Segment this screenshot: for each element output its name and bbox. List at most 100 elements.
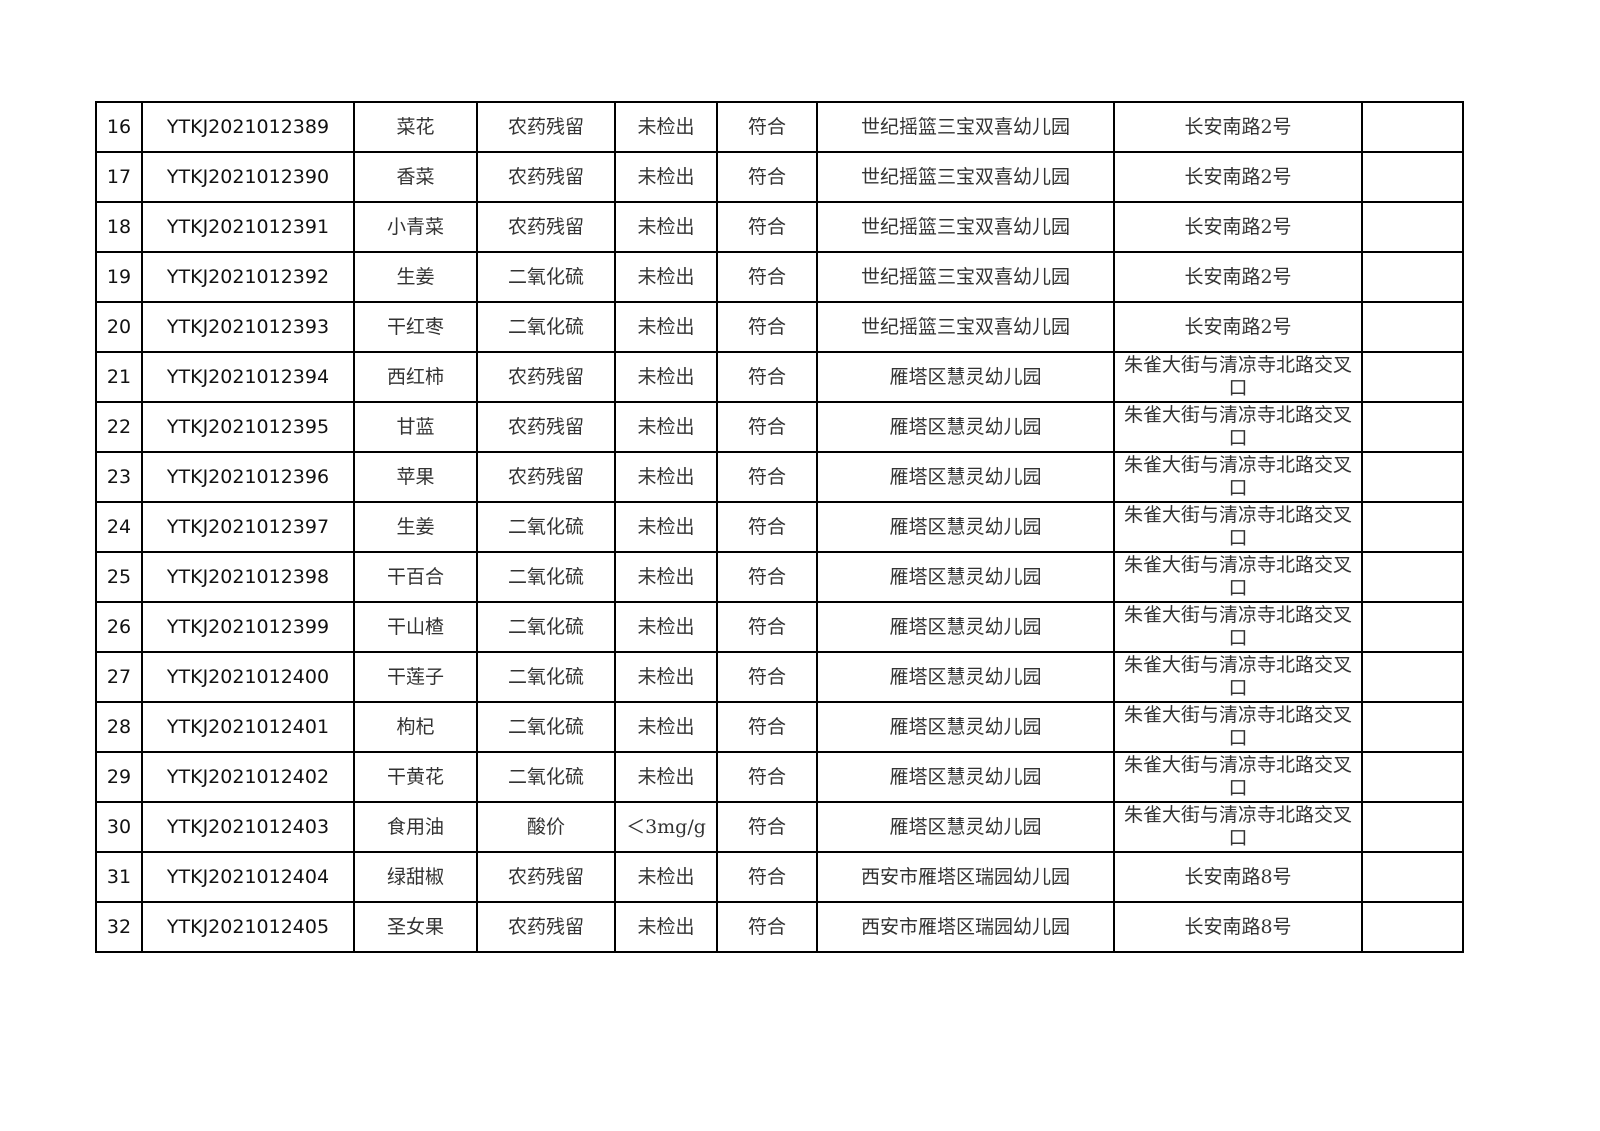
remarks-cell (1361, 751, 1464, 803)
test-result-cell: 未检出 (614, 451, 718, 503)
table-row: 32 YTKJ2021012405 圣女果 农药残留 未检出 符合 西安市雁塔区瑞园幼儿园长… (95, 901, 1464, 953)
sample-code-cell: YTKJ2021012390 (141, 151, 355, 203)
sample-name-cell: 干莲子 (353, 651, 478, 703)
remarks-cell (1361, 151, 1464, 203)
sample-code-cell: YTKJ2021012397 (141, 501, 355, 553)
unit-address-cell: 朱雀大街与清凉寺北路交叉口 (1113, 651, 1363, 703)
unit-address-cell: 朱雀大街与清凉寺北路交叉口 (1113, 751, 1363, 803)
unit-address-cell: 长安南路8号 (1113, 851, 1363, 903)
sample-name-cell: 干百合 (353, 551, 478, 603)
unit-address-cell: 长安南路2号 (1113, 201, 1363, 253)
sample-name-cell: 圣女果 (353, 901, 478, 953)
row-number-cell: 21 (95, 351, 143, 403)
unit-name-cell: 雁塔区慧灵幼儿园 (816, 651, 1115, 703)
unit-name-cell: 雁塔区慧灵幼儿园 (816, 451, 1115, 503)
test-item-cell: 二氧化硫 (476, 601, 616, 653)
unit-address-cell: 长安南路2号 (1113, 251, 1363, 303)
test-item-cell: 二氧化硫 (476, 251, 616, 303)
conclusion-cell: 符合 (716, 101, 818, 153)
row-number-cell: 32 (95, 901, 143, 953)
inspection-results-table: 16 YTKJ2021012389 菜花 农药残留 未检出 符合 世纪摇篮三宝双喜幼儿园 长安… (95, 101, 1464, 953)
row-number-cell: 20 (95, 301, 143, 353)
sample-name-cell: 苹果 (353, 451, 478, 503)
sample-code-cell: YTKJ2021012404 (141, 851, 355, 903)
remarks-cell (1361, 351, 1464, 403)
test-item-cell: 二氧化硫 (476, 301, 616, 353)
test-item-cell: 农药残留 (476, 401, 616, 453)
sample-name-cell: 生姜 (353, 251, 478, 303)
unit-address-cell: 朱雀大街与清凉寺北路交叉口 (1113, 501, 1363, 553)
remarks-cell (1361, 301, 1464, 353)
test-result-cell: 未检出 (614, 851, 718, 903)
remarks-cell (1361, 101, 1464, 153)
remarks-cell (1361, 401, 1464, 453)
table-row: 18 YTKJ2021012391 小青菜 农药残留 未检出 符合 世纪摇篮三宝双喜幼儿园长… (95, 201, 1464, 253)
test-item-cell: 二氧化硫 (476, 501, 616, 553)
table-row: 27 YTKJ2021012400 干莲子 二氧化硫 未检出 符合 雁塔区慧灵幼儿园 朱雀大街… (95, 651, 1464, 703)
sample-code-cell: YTKJ2021012405 (141, 901, 355, 953)
sample-code-cell: YTKJ2021012403 (141, 801, 355, 853)
conclusion-cell: 符合 (716, 601, 818, 653)
unit-name-cell: 雁塔区慧灵幼儿园 (816, 751, 1115, 803)
test-item-cell: 二氧化硫 (476, 751, 616, 803)
unit-name-cell: 雁塔区慧灵幼儿园 (816, 551, 1115, 603)
sample-code-cell: YTKJ2021012394 (141, 351, 355, 403)
sample-code-cell: YTKJ2021012399 (141, 601, 355, 653)
test-item-cell: 农药残留 (476, 851, 616, 903)
remarks-cell (1361, 901, 1464, 953)
conclusion-cell: 符合 (716, 551, 818, 603)
row-number-cell: 27 (95, 651, 143, 703)
test-item-cell: 农药残留 (476, 201, 616, 253)
sample-name-cell: 西红柿 (353, 351, 478, 403)
row-number-cell: 30 (95, 801, 143, 853)
unit-name-cell: 雁塔区慧灵幼儿园 (816, 501, 1115, 553)
test-result-cell: 未检出 (614, 101, 718, 153)
unit-address-cell: 朱雀大街与清凉寺北路交叉口 (1113, 351, 1363, 403)
table-row: 16 YTKJ2021012389 菜花 农药残留 未检出 符合 世纪摇篮三宝双喜幼儿园 长安… (95, 101, 1464, 153)
unit-name-cell: 雁塔区慧灵幼儿园 (816, 801, 1115, 853)
conclusion-cell: 符合 (716, 901, 818, 953)
table-row: 21 YTKJ2021012394 西红柿 农药残留 未检出 符合 雁塔区慧灵幼儿园 朱雀大街… (95, 351, 1464, 403)
test-result-cell: 未检出 (614, 651, 718, 703)
remarks-cell (1361, 851, 1464, 903)
row-number-cell: 23 (95, 451, 143, 503)
sample-code-cell: YTKJ2021012402 (141, 751, 355, 803)
table-row: 17 YTKJ2021012390 香菜 农药残留 未检出 符合 世纪摇篮三宝双喜幼儿园 长安… (95, 151, 1464, 203)
unit-name-cell: 雁塔区慧灵幼儿园 (816, 701, 1115, 753)
unit-name-cell: 雁塔区慧灵幼儿园 (816, 601, 1115, 653)
test-result-cell: ＜3mg/g (614, 801, 718, 853)
row-number-cell: 28 (95, 701, 143, 753)
test-item-cell: 酸价 (476, 801, 616, 853)
test-item-cell: 二氧化硫 (476, 551, 616, 603)
test-item-cell: 二氧化硫 (476, 701, 616, 753)
conclusion-cell: 符合 (716, 451, 818, 503)
sample-name-cell: 干红枣 (353, 301, 478, 353)
test-result-cell: 未检出 (614, 301, 718, 353)
sample-name-cell: 干黄花 (353, 751, 478, 803)
remarks-cell (1361, 251, 1464, 303)
test-result-cell: 未检出 (614, 401, 718, 453)
sample-name-cell: 甘蓝 (353, 401, 478, 453)
sample-code-cell: YTKJ2021012389 (141, 101, 355, 153)
table-row: 19 YTKJ2021012392 生姜 二氧化硫 未检出 符合 世纪摇篮三宝双喜幼儿园 长安… (95, 251, 1464, 303)
test-result-cell: 未检出 (614, 351, 718, 403)
test-item-cell: 农药残留 (476, 101, 616, 153)
sample-name-cell: 枸杞 (353, 701, 478, 753)
unit-address-cell: 朱雀大街与清凉寺北路交叉口 (1113, 551, 1363, 603)
row-number-cell: 29 (95, 751, 143, 803)
conclusion-cell: 符合 (716, 701, 818, 753)
conclusion-cell: 符合 (716, 801, 818, 853)
conclusion-cell: 符合 (716, 201, 818, 253)
remarks-cell (1361, 801, 1464, 853)
sample-code-cell: YTKJ2021012396 (141, 451, 355, 503)
sample-name-cell: 干山楂 (353, 601, 478, 653)
test-result-cell: 未检出 (614, 701, 718, 753)
conclusion-cell: 符合 (716, 651, 818, 703)
table-row: 29 YTKJ2021012402 干黄花 二氧化硫 未检出 符合 雁塔区慧灵幼儿园 朱雀大街… (95, 751, 1464, 803)
test-result-cell: 未检出 (614, 201, 718, 253)
unit-address-cell: 长安南路2号 (1113, 301, 1363, 353)
sample-name-cell: 生姜 (353, 501, 478, 553)
unit-name-cell: 世纪摇篮三宝双喜幼儿园 (816, 201, 1115, 253)
test-result-cell: 未检出 (614, 901, 718, 953)
row-number-cell: 25 (95, 551, 143, 603)
